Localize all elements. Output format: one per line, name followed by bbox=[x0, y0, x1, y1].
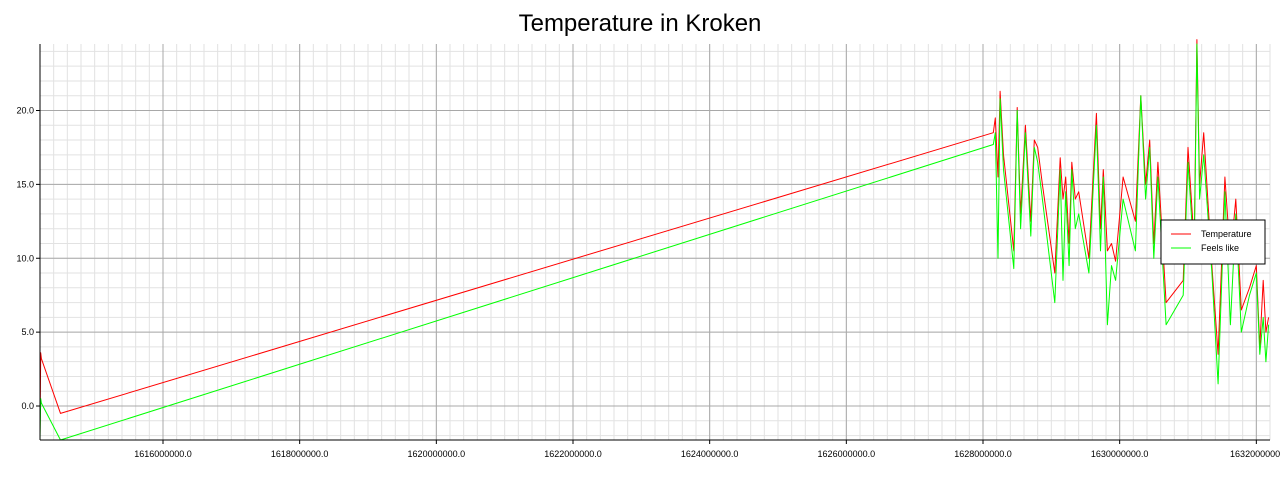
series-layer bbox=[39, 39, 1270, 441]
x-tick-label: 1622000000.0 bbox=[544, 449, 602, 459]
y-tick-label: 5.0 bbox=[21, 327, 34, 337]
x-tick-label: 1626000000.0 bbox=[818, 449, 876, 459]
y-tick-label: 20.0 bbox=[16, 105, 34, 115]
y-tick-label: 10.0 bbox=[16, 253, 34, 263]
x-tick-label: 1616000000.0 bbox=[134, 449, 192, 459]
legend-label: Temperature bbox=[1201, 229, 1252, 239]
x-tick-label: 1620000000.0 bbox=[408, 449, 466, 459]
chart-title: Temperature in Kroken bbox=[518, 10, 762, 37]
series-line-feels-like bbox=[39, 43, 1270, 441]
y-tick-label: 15.0 bbox=[16, 179, 34, 189]
minor-grid bbox=[39, 44, 1271, 440]
x-tick-label: 1630000000.0 bbox=[1091, 449, 1149, 459]
x-tick-labels: 1616000000.0 1618000000.0 1620000000.0 1622… bbox=[134, 440, 1280, 459]
x-tick-label: 1628000000.0 bbox=[954, 449, 1012, 459]
legend-box bbox=[1160, 219, 1266, 265]
legend: Temperature Feels like bbox=[1160, 219, 1266, 265]
y-tick-labels: 0.0 5.0 10.0 15.0 20.0 bbox=[16, 105, 40, 411]
y-tick-label: 0.0 bbox=[21, 401, 34, 411]
x-tick-label: 1624000000.0 bbox=[681, 449, 739, 459]
x-tick-label: 1632000000. bbox=[1230, 449, 1280, 459]
x-tick-label: 1618000000.0 bbox=[271, 449, 329, 459]
legend-label: Feels like bbox=[1201, 243, 1239, 253]
